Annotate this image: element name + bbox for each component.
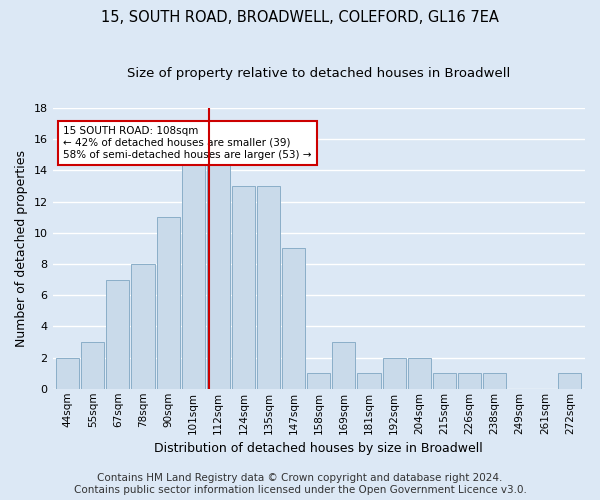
Bar — [407, 358, 431, 389]
Bar — [232, 186, 255, 389]
Bar — [458, 373, 481, 389]
Bar — [106, 280, 130, 389]
Text: 15 SOUTH ROAD: 108sqm
← 42% of detached houses are smaller (39)
58% of semi-deta: 15 SOUTH ROAD: 108sqm ← 42% of detached … — [63, 126, 311, 160]
Bar — [358, 373, 380, 389]
Title: Size of property relative to detached houses in Broadwell: Size of property relative to detached ho… — [127, 68, 511, 80]
Text: 15, SOUTH ROAD, BROADWELL, COLEFORD, GL16 7EA: 15, SOUTH ROAD, BROADWELL, COLEFORD, GL1… — [101, 10, 499, 25]
Bar — [157, 217, 179, 389]
Bar — [207, 155, 230, 389]
Bar — [383, 358, 406, 389]
Y-axis label: Number of detached properties: Number of detached properties — [15, 150, 28, 347]
Bar — [483, 373, 506, 389]
Bar — [332, 342, 355, 389]
Bar — [257, 186, 280, 389]
Bar — [559, 373, 581, 389]
Bar — [282, 248, 305, 389]
Bar — [182, 155, 205, 389]
X-axis label: Distribution of detached houses by size in Broadwell: Distribution of detached houses by size … — [154, 442, 483, 455]
Bar — [131, 264, 155, 389]
Bar — [433, 373, 456, 389]
Bar — [81, 342, 104, 389]
Text: Contains HM Land Registry data © Crown copyright and database right 2024.
Contai: Contains HM Land Registry data © Crown c… — [74, 474, 526, 495]
Bar — [307, 373, 331, 389]
Bar — [56, 358, 79, 389]
